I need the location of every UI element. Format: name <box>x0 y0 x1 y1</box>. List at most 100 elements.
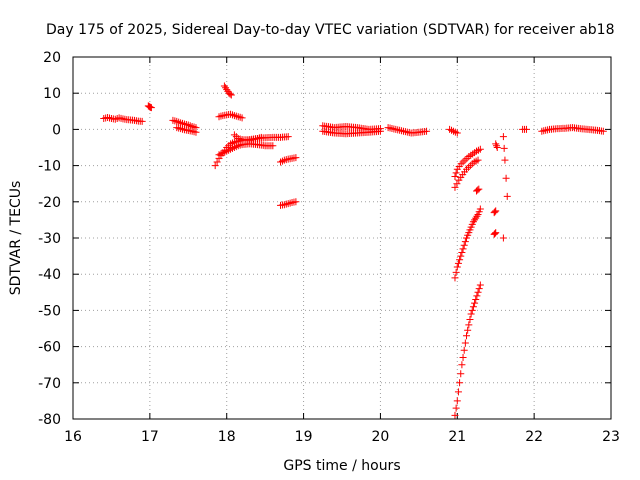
data-point <box>458 248 466 256</box>
data-point <box>453 180 461 188</box>
series-arc-19 <box>451 205 484 282</box>
x-tick-label: 19 <box>295 429 313 445</box>
y-tick-label: -30 <box>38 231 61 247</box>
data-point <box>138 117 146 125</box>
series-arc-4 <box>173 124 200 136</box>
data-point <box>501 156 509 164</box>
data-point <box>475 285 483 293</box>
data-point <box>227 91 235 99</box>
data-point <box>492 207 500 215</box>
data-point <box>376 125 384 133</box>
data-point <box>464 163 472 171</box>
data-point <box>500 144 508 152</box>
data-point <box>452 404 460 412</box>
y-tick-label: -40 <box>38 267 61 283</box>
data-point <box>471 216 479 224</box>
data-point <box>106 114 114 122</box>
series-arc-6 <box>215 110 246 122</box>
data-point <box>213 158 221 166</box>
data-point <box>238 114 246 122</box>
x-tick-label: 20 <box>372 429 390 445</box>
data-point <box>457 370 465 378</box>
series-arc-23 <box>492 140 501 151</box>
data-point <box>476 205 484 213</box>
data-point <box>111 115 119 123</box>
y-tick-label: 10 <box>43 86 61 102</box>
data-point <box>469 303 477 311</box>
x-tick-label: 23 <box>602 429 620 445</box>
data-point <box>253 134 261 142</box>
series-arc-10 <box>277 154 300 166</box>
data-point <box>104 113 112 121</box>
series-arc-5 <box>220 82 235 99</box>
data-point <box>169 116 177 124</box>
data-point <box>190 128 198 136</box>
data-point <box>230 131 238 139</box>
y-tick-label: 0 <box>52 122 61 138</box>
data-point <box>493 144 501 151</box>
data-point <box>456 379 464 387</box>
data-point <box>470 158 478 166</box>
data-point <box>474 288 482 296</box>
series-arc-25 <box>499 234 507 242</box>
data-point <box>452 169 460 177</box>
data-point <box>257 133 265 141</box>
series-arc-24 <box>499 133 511 200</box>
data-point <box>255 134 263 142</box>
data-point <box>461 339 469 347</box>
data-point <box>471 299 479 307</box>
data-point <box>463 332 471 340</box>
data-points <box>100 82 607 419</box>
series-arc-22 <box>490 229 500 238</box>
y-axis-label: SDTVAR / TECUs <box>8 181 24 296</box>
data-point <box>474 186 482 194</box>
series-arc-2 <box>144 102 155 112</box>
data-point <box>499 133 507 141</box>
series-arc-1 <box>100 113 146 125</box>
data-point <box>472 214 480 222</box>
data-point <box>175 124 183 132</box>
data-point <box>292 198 300 206</box>
data-point <box>465 321 473 329</box>
data-point <box>461 238 469 246</box>
data-point <box>468 306 476 314</box>
data-point <box>147 104 155 112</box>
data-point <box>454 259 462 267</box>
series-arc-20 <box>451 281 484 419</box>
data-point <box>460 346 468 354</box>
data-point <box>459 245 467 253</box>
data-point <box>453 263 461 271</box>
series-arc-8 <box>215 140 277 159</box>
data-point <box>423 127 431 135</box>
data-point <box>236 113 244 121</box>
data-point <box>492 140 500 148</box>
series-arc-15 <box>446 125 461 137</box>
data-point <box>284 133 292 141</box>
data-point <box>449 127 457 135</box>
data-point <box>475 185 483 193</box>
data-point <box>492 142 500 150</box>
data-point <box>211 162 219 170</box>
data-point <box>451 411 459 419</box>
data-point <box>467 310 475 318</box>
data-point <box>220 82 228 90</box>
data-point <box>100 115 108 123</box>
grid <box>73 57 611 419</box>
y-tick-labels: 20 10 0 -10 -20 -30 -40 -50 -60 -70 -80 <box>38 50 61 428</box>
data-point <box>476 145 484 153</box>
data-point <box>459 158 467 166</box>
series-arc-26 <box>519 125 530 133</box>
data-point <box>464 326 472 334</box>
data-point <box>490 209 498 217</box>
x-tick-label: 17 <box>141 429 159 445</box>
data-point <box>192 128 200 136</box>
y-tick-label: -50 <box>38 303 61 319</box>
data-point <box>292 154 300 162</box>
data-point <box>188 127 196 135</box>
chart-title: Day 175 of 2025, Sidereal Day-to-day VTE… <box>46 22 615 38</box>
data-point <box>284 200 292 208</box>
series-arc-3 <box>169 116 200 132</box>
series-arc-27 <box>538 124 607 135</box>
data-point <box>175 118 183 126</box>
data-point <box>286 199 294 207</box>
